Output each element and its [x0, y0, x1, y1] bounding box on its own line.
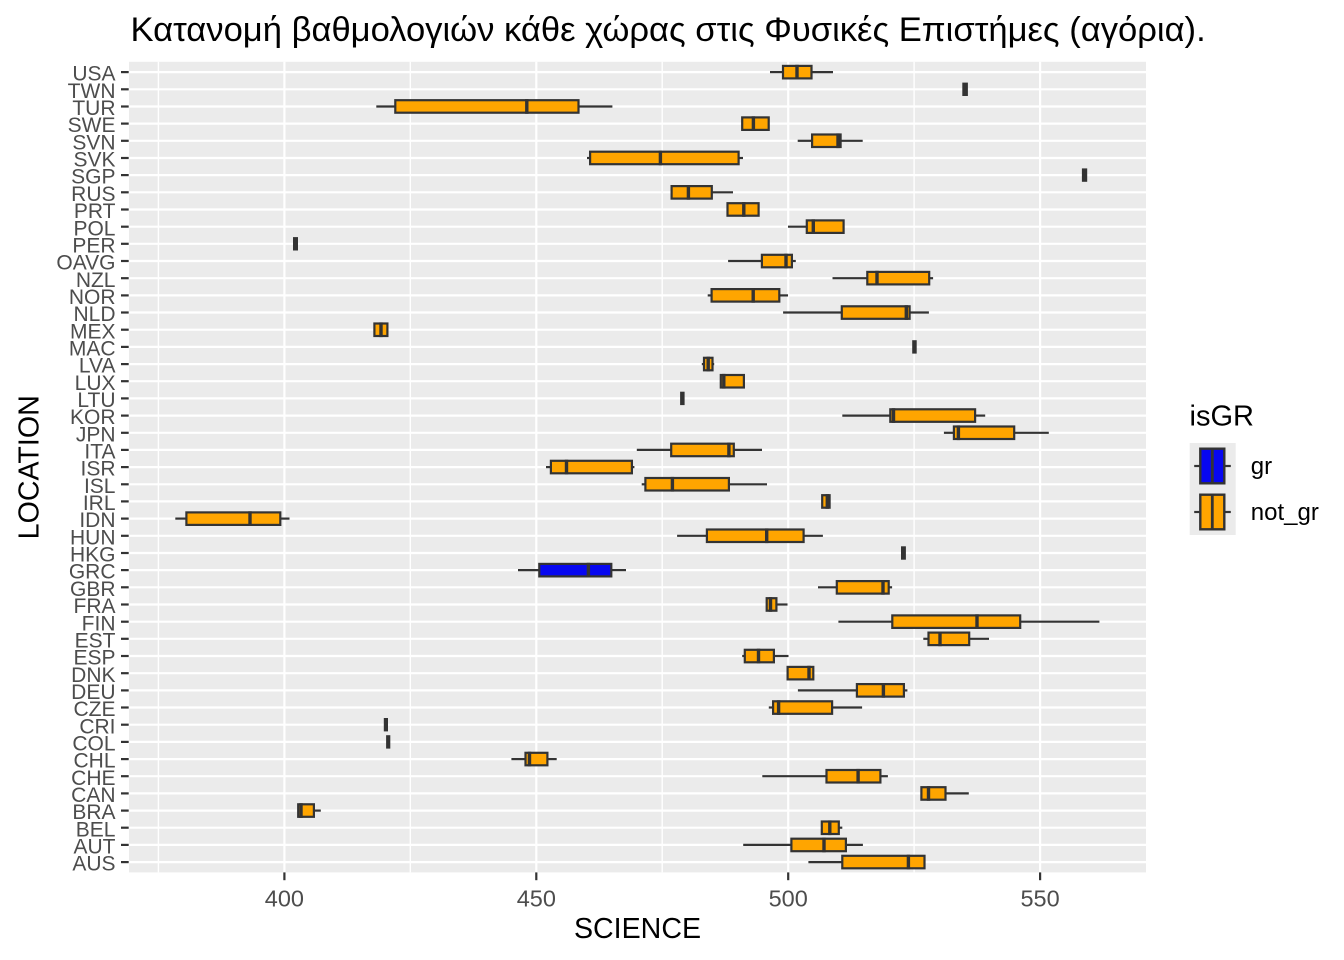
svg-text:SVK: SVK	[73, 149, 115, 172]
svg-text:LTU: LTU	[77, 389, 115, 412]
svg-text:NZL: NZL	[76, 269, 116, 292]
svg-text:AUT: AUT	[74, 836, 116, 859]
svg-text:IRL: IRL	[83, 492, 116, 515]
svg-text:GRC: GRC	[69, 561, 116, 584]
svg-text:FRA: FRA	[74, 595, 116, 618]
svg-text:SVN: SVN	[72, 131, 115, 154]
svg-text:ISR: ISR	[80, 458, 115, 481]
svg-text:POL: POL	[73, 217, 115, 240]
svg-text:PER: PER	[72, 234, 115, 257]
svg-text:USA: USA	[72, 63, 115, 86]
svg-text:500: 500	[769, 885, 808, 911]
svg-text:LOCATION: LOCATION	[14, 395, 46, 539]
svg-text:HUN: HUN	[70, 526, 116, 549]
svg-text:NLD: NLD	[73, 303, 115, 326]
svg-text:400: 400	[265, 885, 304, 911]
svg-text:PRT: PRT	[74, 200, 116, 223]
svg-text:SGP: SGP	[71, 166, 115, 189]
svg-text:IDN: IDN	[79, 509, 115, 532]
svg-text:LUX: LUX	[75, 372, 116, 395]
svg-text:gr: gr	[1251, 453, 1272, 480]
svg-text:SCIENCE: SCIENCE	[574, 913, 701, 945]
svg-text:NOR: NOR	[69, 286, 116, 309]
svg-text:not_gr: not_gr	[1251, 499, 1319, 526]
svg-text:JPN: JPN	[76, 423, 116, 446]
svg-text:DNK: DNK	[71, 664, 115, 687]
svg-text:DEU: DEU	[71, 681, 115, 704]
svg-text:ITA: ITA	[84, 441, 115, 464]
svg-text:CZE: CZE	[74, 698, 116, 721]
svg-text:FIN: FIN	[82, 612, 116, 635]
svg-text:BEL: BEL	[76, 818, 116, 841]
svg-text:isGR: isGR	[1190, 401, 1254, 433]
svg-text:BRA: BRA	[72, 801, 115, 824]
svg-text:CAN: CAN	[71, 784, 115, 807]
svg-text:550: 550	[1020, 885, 1059, 911]
svg-text:EST: EST	[75, 629, 116, 652]
svg-text:CHE: CHE	[71, 767, 115, 790]
svg-text:TUR: TUR	[72, 97, 115, 120]
svg-text:COL: COL	[72, 733, 115, 756]
svg-text:LVA: LVA	[79, 355, 116, 378]
svg-text:CRI: CRI	[79, 715, 115, 738]
svg-text:HKG: HKG	[70, 544, 116, 567]
svg-text:OAVG: OAVG	[56, 252, 115, 275]
svg-text:TWN: TWN	[68, 80, 116, 103]
svg-text:450: 450	[517, 885, 556, 911]
svg-text:ISL: ISL	[84, 475, 116, 498]
svg-text:ESP: ESP	[73, 647, 115, 670]
svg-text:CHL: CHL	[73, 750, 115, 773]
svg-text:KOR: KOR	[70, 406, 116, 429]
svg-text:SWE: SWE	[68, 114, 116, 137]
svg-text:MAC: MAC	[69, 338, 116, 361]
svg-text:RUS: RUS	[71, 183, 115, 206]
svg-text:GBR: GBR	[70, 578, 116, 601]
svg-text:MEX: MEX	[70, 320, 116, 343]
svg-text:AUS: AUS	[72, 853, 115, 876]
svg-text:Κατανομή βαθμολογιών κάθε χώρα: Κατανομή βαθμολογιών κάθε χώρας στις Φυσ…	[131, 11, 1206, 49]
